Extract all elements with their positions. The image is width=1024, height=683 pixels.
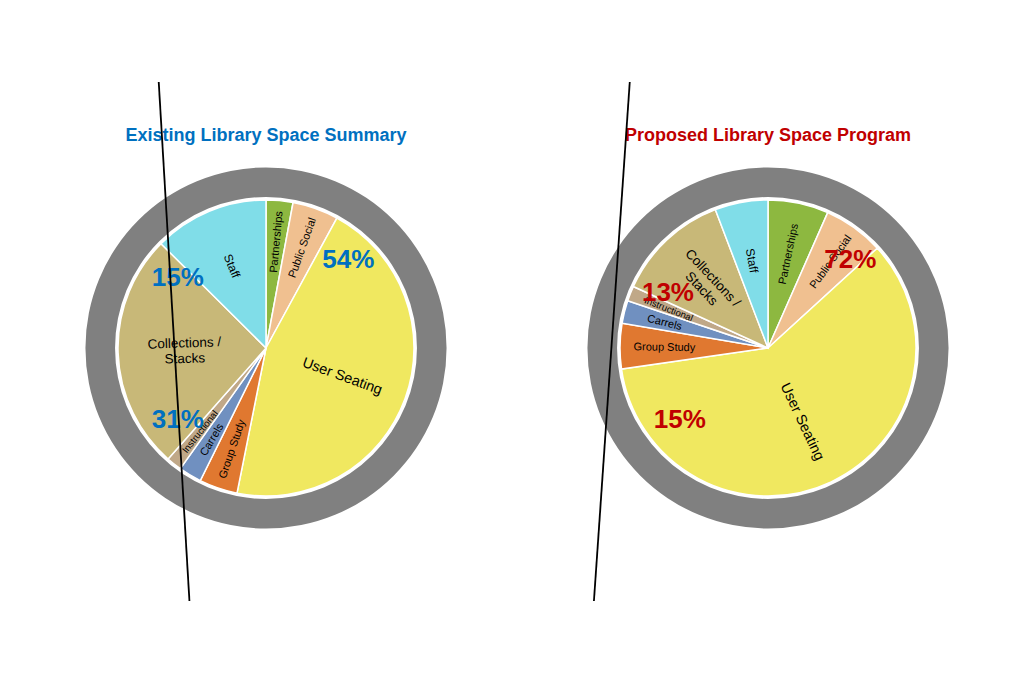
divider-line [159,82,190,601]
slice-label: Public Social [286,216,318,279]
slice-label: Partnerships [267,210,285,273]
pie-chart: PartnershipsPublic SocialUser SeatingGro… [587,167,948,528]
slice-label: User Seating [778,380,828,463]
annotation: 72% [824,244,876,274]
pie-ring [85,167,446,528]
slice-label: Staff [743,247,761,274]
chart-title: Existing Library Space Summary [125,125,406,145]
slice-label: User Seating [300,354,384,398]
divider-line [594,82,630,601]
chart-title: Proposed Library Space Program [625,125,911,145]
pie-chart: PartnershipsPublic SocialUser SeatingGro… [85,167,446,528]
chart-canvas: PartnershipsPublic SocialUser SeatingGro… [0,0,1024,683]
annotation: 15% [654,404,706,434]
annotation: 15% [152,262,204,292]
annotation: 13% [642,277,694,307]
pie-slice [715,200,768,348]
slice-label: Partnerships [776,222,801,285]
slice-label: Staff [221,252,244,281]
pie-ring [587,167,948,528]
annotation: 54% [322,244,374,274]
slice-label: Group Study [633,340,695,353]
background [0,0,1024,683]
slice-label: Collections /Stacks [147,334,222,367]
